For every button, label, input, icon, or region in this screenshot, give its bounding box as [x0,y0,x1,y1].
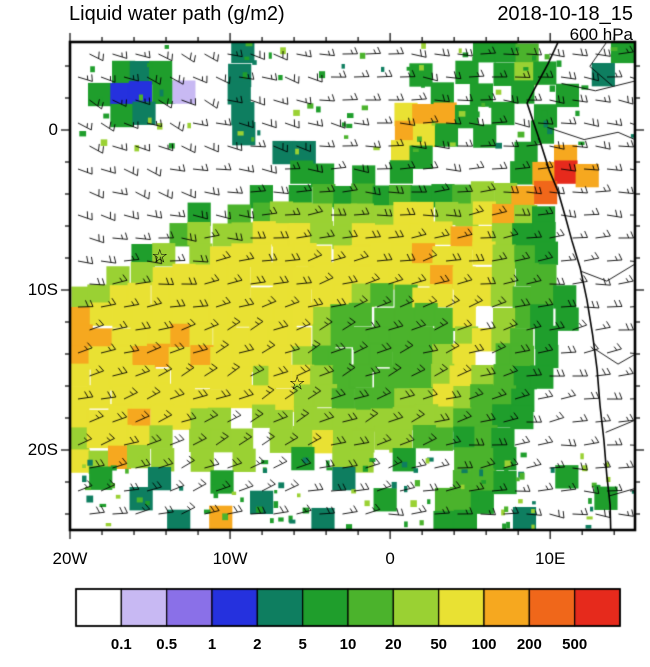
datetime-label: 2018-10-18_15 [497,3,633,25]
chart-title: Liquid water path (g/m2) [69,3,285,25]
pressure-level-label: 600 hPa [569,25,633,44]
